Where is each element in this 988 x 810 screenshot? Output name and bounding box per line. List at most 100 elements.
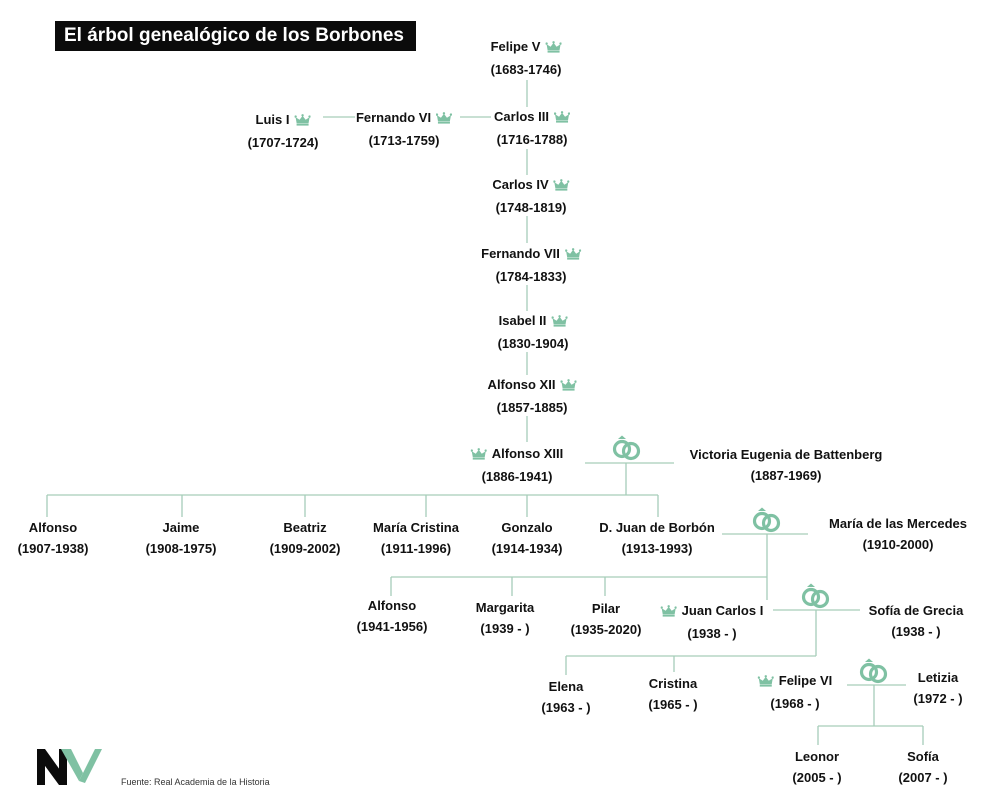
person-years: (1941-1956) xyxy=(356,619,428,634)
person-name: Cristina xyxy=(648,676,698,691)
person-years: (1907-1938) xyxy=(17,541,89,556)
person-name: Juan Carlos I xyxy=(681,603,764,618)
wedding-rings-icon xyxy=(858,657,890,690)
person-years: (1713-1759) xyxy=(368,133,440,148)
person-name: Alfonso XIII xyxy=(491,446,564,461)
person-pilar: Pilar (1935-2020) xyxy=(571,599,642,640)
person-leonor: Leonor (2005 - ) xyxy=(792,747,841,788)
person-years: (1830-1904) xyxy=(497,336,569,351)
person-name: Victoria Eugenia de Battenberg xyxy=(689,447,883,462)
crown-icon xyxy=(553,177,570,197)
person-years: (1914-1934) xyxy=(491,541,563,556)
person-juan-carlos-i: Juan Carlos I (1938 - ) xyxy=(660,601,764,644)
person-luis-i: Luis I (1707-1724) xyxy=(248,110,319,153)
person-years: (1963 - ) xyxy=(541,700,591,715)
person-fernando-vii: Fernando VII (1784-1833) xyxy=(481,244,582,287)
person-name: Isabel II xyxy=(498,313,547,328)
person-jaime: Jaime (1908-1975) xyxy=(146,518,217,559)
person-maria-cristina: María Cristina (1911-1996) xyxy=(373,518,459,559)
person-margarita: Margarita (1939 - ) xyxy=(476,598,535,639)
person-years: (2007 - ) xyxy=(898,770,948,785)
person-juan-de-borbon: D. Juan de Borbón (1913-1993) xyxy=(599,518,715,559)
person-years: (1965 - ) xyxy=(648,697,698,712)
wedding-rings-icon xyxy=(751,506,783,539)
crown-icon xyxy=(551,313,568,333)
crown-icon xyxy=(470,446,487,466)
person-name: Sofía xyxy=(907,749,939,764)
person-years: (1910-2000) xyxy=(862,537,934,552)
person-years: (1748-1819) xyxy=(495,200,567,215)
person-name: Alfonso xyxy=(28,520,78,535)
person-years: (1938 - ) xyxy=(687,626,737,641)
person-name: María de las Mercedes xyxy=(828,516,968,531)
person-name: Pilar xyxy=(591,601,621,616)
person-sofia-de-grecia: Sofía de Grecia (1938 - ) xyxy=(869,601,964,642)
person-name: Gonzalo xyxy=(501,520,553,535)
source-note: Fuente: Real Academia de la Historia xyxy=(121,777,270,787)
person-carlos-iii: Carlos III (1716-1788) xyxy=(494,107,571,150)
person-isabel-ii: Isabel II (1830-1904) xyxy=(498,311,569,354)
person-gonzalo: Gonzalo (1914-1934) xyxy=(492,518,563,559)
person-name: Alfonso XII xyxy=(487,377,556,392)
person-alfonso-xiii: Alfonso XIII (1886-1941) xyxy=(470,444,564,487)
person-victoria-eugenia: Victoria Eugenia de Battenberg (1887-196… xyxy=(690,445,883,486)
person-sofia: Sofía (2007 - ) xyxy=(898,747,947,788)
person-name: Felipe V xyxy=(490,39,541,54)
person-years: (1939 - ) xyxy=(480,621,530,636)
crown-icon xyxy=(545,39,562,59)
person-years: (1968 - ) xyxy=(770,696,820,711)
person-name: Carlos IV xyxy=(492,177,549,192)
person-years: (1911-1996) xyxy=(380,541,452,556)
wedding-rings-icon xyxy=(611,434,643,467)
person-years: (1908-1975) xyxy=(145,541,217,556)
person-years: (1784-1833) xyxy=(495,269,567,284)
person-felipe-v: Felipe V (1683-1746) xyxy=(491,37,562,80)
person-name: Felipe VI xyxy=(778,673,833,688)
person-name: Fernando VI xyxy=(355,110,432,125)
person-name: Alfonso xyxy=(367,598,417,613)
person-name: Carlos III xyxy=(494,109,549,124)
person-name: Sofía de Grecia xyxy=(868,603,964,618)
person-years: (1913-1993) xyxy=(621,541,693,556)
person-years: (1683-1746) xyxy=(490,62,562,77)
person-years: (1886-1941) xyxy=(481,469,553,484)
person-alfonso-xii: Alfonso XII (1857-1885) xyxy=(488,375,577,418)
crown-icon xyxy=(553,109,571,129)
person-elena: Elena (1963 - ) xyxy=(541,677,590,718)
crown-icon xyxy=(564,246,582,266)
person-fernando-vi: Fernando VI (1713-1759) xyxy=(355,108,453,151)
person-years: (1887-1969) xyxy=(750,468,822,483)
crown-icon xyxy=(435,110,453,130)
person-beatriz: Beatriz (1909-2002) xyxy=(270,518,341,559)
person-alfonso-1941: Alfonso (1941-1956) xyxy=(357,596,428,637)
person-years: (1857-1885) xyxy=(496,400,568,415)
person-name: Jaime xyxy=(162,520,200,535)
person-name: Beatriz xyxy=(283,520,327,535)
person-years: (1938 - ) xyxy=(891,624,941,639)
person-name: Luis I xyxy=(255,112,290,127)
person-name: Leonor xyxy=(794,749,840,764)
person-maria-mercedes: María de las Mercedes (1910-2000) xyxy=(829,514,967,555)
person-name: Margarita xyxy=(475,600,535,615)
crown-icon xyxy=(660,603,677,623)
nv-logo-icon xyxy=(35,745,103,792)
crown-icon xyxy=(757,673,774,693)
person-years: (2005 - ) xyxy=(792,770,842,785)
person-years: (1935-2020) xyxy=(570,622,642,637)
page-title: El árbol genealógico de los Borbones xyxy=(55,21,416,51)
crown-icon xyxy=(560,377,577,397)
person-years: (1909-2002) xyxy=(269,541,341,556)
person-years: (1716-1788) xyxy=(496,132,568,147)
person-name: Elena xyxy=(548,679,584,694)
person-name: Letizia xyxy=(917,670,959,685)
person-carlos-iv: Carlos IV (1748-1819) xyxy=(492,175,570,218)
person-cristina: Cristina (1965 - ) xyxy=(648,674,697,715)
person-name: D. Juan de Borbón xyxy=(599,520,715,535)
person-years: (1707-1724) xyxy=(247,135,319,150)
wedding-rings-icon xyxy=(800,582,832,615)
person-name: Fernando VII xyxy=(481,246,560,261)
crown-icon xyxy=(294,112,311,132)
person-letizia: Letizia (1972 - ) xyxy=(913,668,962,709)
person-name: María Cristina xyxy=(373,520,459,535)
